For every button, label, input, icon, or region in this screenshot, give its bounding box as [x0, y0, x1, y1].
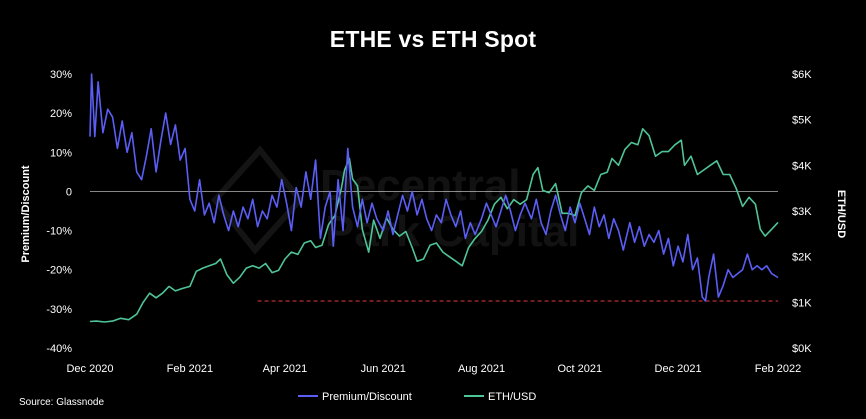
source-note: Source: Glassnode — [19, 397, 104, 408]
x-tick: Jun 2021 — [361, 363, 406, 375]
y-tick-left: -40% — [46, 343, 72, 355]
x-tick: Feb 2021 — [167, 363, 213, 375]
y-tick-right: $1K — [792, 297, 812, 309]
chart-title: ETHE vs ETH Spot — [329, 26, 537, 52]
x-tick: Dec 2021 — [655, 363, 702, 375]
y-tick-left: 30% — [50, 69, 72, 81]
series-line-eth-usd — [89, 128, 779, 323]
y-tick-left: -30% — [46, 304, 72, 316]
x-axis-ticks: Dec 2020 Feb 2021 Apr 2021 Jun 2021 Aug 2021… — [66, 363, 801, 375]
y-tick-left: -20% — [46, 265, 72, 277]
x-tick: Feb 2022 — [755, 363, 801, 375]
x-tick: Aug 2021 — [458, 363, 505, 375]
series-group — [89, 73, 779, 323]
y-tick-left: 10% — [50, 147, 72, 159]
x-tick: Dec 2020 — [66, 363, 113, 375]
watermark-logo-shape — [211, 145, 304, 255]
y-tick-right: $3K — [792, 206, 812, 218]
zero-line-group — [90, 191, 778, 302]
legend: Premium/Discount ETH/USD — [298, 391, 536, 403]
y-axis-label-right: ETH/USD — [835, 190, 847, 238]
y-tick-right: $0K — [792, 343, 812, 355]
y-tick-right: $4K — [792, 160, 812, 172]
series-line-premium-discount — [89, 73, 779, 302]
watermark-line-1: Decentral — [320, 161, 521, 210]
y-axis-label-left: Premium/Discount — [20, 165, 32, 263]
y-tick-left: -10% — [46, 226, 72, 238]
y-tick-left: 0 — [66, 186, 72, 198]
y-tick-right: $6K — [792, 69, 812, 81]
y-tick-right: $2K — [792, 252, 812, 264]
right-axis-ticks: $6K $5K $4K $3K $2K $1K $0K — [792, 69, 812, 355]
y-tick-right: $5K — [792, 115, 812, 127]
left-axis-ticks: 30% 20% 10% 0 -10% -20% -30% -40% — [46, 69, 72, 355]
x-tick: Oct 2021 — [557, 363, 602, 375]
legend-label-eth-usd: ETH/USD — [488, 391, 536, 403]
x-tick: Apr 2021 — [263, 363, 308, 375]
y-tick-left: 20% — [50, 108, 72, 120]
legend-label-premium-discount: Premium/Discount — [322, 391, 412, 403]
